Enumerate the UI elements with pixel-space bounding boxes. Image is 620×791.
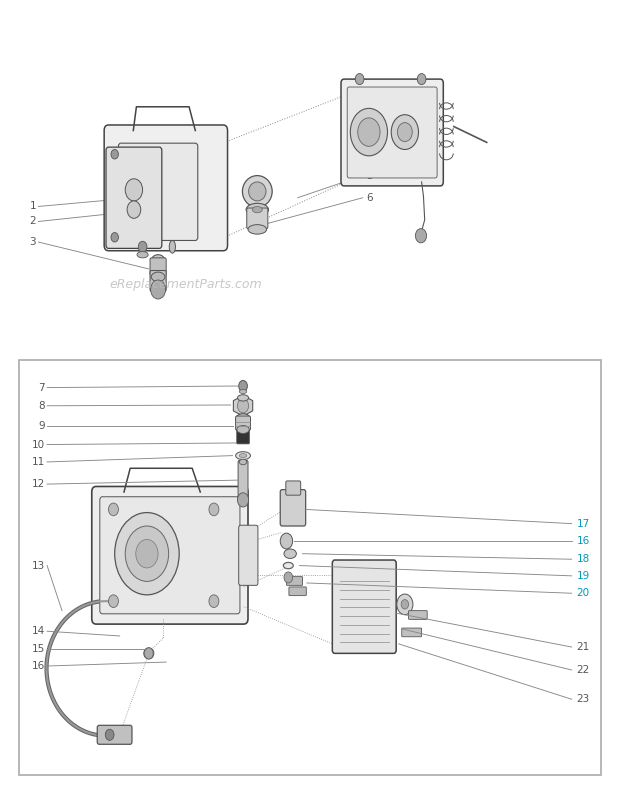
Circle shape bbox=[151, 280, 166, 299]
Circle shape bbox=[237, 493, 249, 507]
Text: 3: 3 bbox=[29, 237, 36, 247]
Text: 11: 11 bbox=[32, 457, 45, 467]
Text: 19: 19 bbox=[577, 571, 590, 581]
Circle shape bbox=[417, 74, 426, 85]
FancyBboxPatch shape bbox=[236, 416, 250, 430]
Text: 7: 7 bbox=[38, 383, 45, 392]
FancyBboxPatch shape bbox=[341, 79, 443, 186]
FancyBboxPatch shape bbox=[150, 258, 166, 275]
Ellipse shape bbox=[237, 426, 249, 433]
FancyBboxPatch shape bbox=[100, 497, 240, 614]
FancyBboxPatch shape bbox=[286, 577, 303, 585]
Text: 20: 20 bbox=[577, 589, 590, 598]
FancyBboxPatch shape bbox=[347, 87, 437, 178]
Text: 1: 1 bbox=[29, 202, 36, 211]
Text: 22: 22 bbox=[577, 665, 590, 675]
Ellipse shape bbox=[239, 389, 247, 394]
Ellipse shape bbox=[137, 252, 148, 258]
Text: 5: 5 bbox=[366, 171, 373, 180]
Ellipse shape bbox=[252, 206, 262, 213]
FancyBboxPatch shape bbox=[402, 628, 422, 637]
Text: 4: 4 bbox=[366, 152, 373, 161]
FancyBboxPatch shape bbox=[92, 486, 248, 624]
Text: 12: 12 bbox=[32, 479, 45, 489]
Ellipse shape bbox=[236, 452, 250, 460]
Circle shape bbox=[138, 241, 147, 252]
FancyBboxPatch shape bbox=[237, 430, 249, 444]
Circle shape bbox=[111, 233, 118, 242]
Text: 16: 16 bbox=[32, 661, 45, 671]
FancyBboxPatch shape bbox=[289, 587, 306, 596]
Circle shape bbox=[111, 149, 118, 159]
FancyBboxPatch shape bbox=[238, 460, 248, 501]
FancyBboxPatch shape bbox=[104, 125, 228, 251]
Ellipse shape bbox=[144, 648, 154, 659]
FancyBboxPatch shape bbox=[409, 611, 427, 619]
Ellipse shape bbox=[236, 414, 250, 425]
Text: 23: 23 bbox=[577, 694, 590, 704]
Circle shape bbox=[127, 201, 141, 218]
Circle shape bbox=[284, 572, 293, 583]
Ellipse shape bbox=[152, 255, 164, 264]
Ellipse shape bbox=[248, 225, 267, 234]
FancyBboxPatch shape bbox=[332, 560, 396, 653]
Bar bbox=[19, 360, 601, 775]
Ellipse shape bbox=[284, 549, 296, 558]
Text: 21: 21 bbox=[577, 642, 590, 652]
Circle shape bbox=[397, 594, 413, 615]
FancyBboxPatch shape bbox=[239, 525, 258, 585]
Circle shape bbox=[397, 123, 412, 142]
Text: 6: 6 bbox=[366, 193, 373, 202]
Ellipse shape bbox=[169, 240, 175, 253]
Circle shape bbox=[415, 229, 427, 243]
Text: 16: 16 bbox=[577, 536, 590, 546]
Text: 14: 14 bbox=[32, 626, 45, 636]
Circle shape bbox=[125, 526, 169, 581]
Text: eReplacementParts.com: eReplacementParts.com bbox=[110, 278, 262, 291]
Ellipse shape bbox=[283, 562, 293, 569]
FancyBboxPatch shape bbox=[286, 481, 301, 495]
Text: 8: 8 bbox=[38, 401, 45, 411]
Ellipse shape bbox=[249, 182, 266, 201]
Circle shape bbox=[355, 74, 364, 85]
Ellipse shape bbox=[239, 459, 247, 465]
Text: 15: 15 bbox=[32, 644, 45, 653]
Text: 2: 2 bbox=[29, 217, 36, 226]
Text: 17: 17 bbox=[577, 519, 590, 528]
FancyBboxPatch shape bbox=[247, 208, 268, 229]
Circle shape bbox=[108, 503, 118, 516]
Ellipse shape bbox=[151, 272, 165, 282]
Circle shape bbox=[108, 595, 118, 607]
Text: 18: 18 bbox=[577, 554, 590, 564]
Circle shape bbox=[209, 503, 219, 516]
Circle shape bbox=[144, 648, 153, 659]
Text: 9: 9 bbox=[38, 421, 45, 430]
Text: 13: 13 bbox=[32, 561, 45, 570]
Circle shape bbox=[115, 513, 179, 595]
Ellipse shape bbox=[239, 453, 247, 457]
FancyBboxPatch shape bbox=[150, 271, 166, 291]
Circle shape bbox=[237, 399, 249, 413]
FancyBboxPatch shape bbox=[118, 143, 198, 240]
Polygon shape bbox=[233, 396, 253, 416]
Text: 10: 10 bbox=[32, 440, 45, 449]
Circle shape bbox=[358, 118, 380, 146]
FancyBboxPatch shape bbox=[106, 147, 162, 248]
Circle shape bbox=[209, 595, 219, 607]
Circle shape bbox=[125, 179, 143, 201]
FancyBboxPatch shape bbox=[280, 490, 306, 526]
Circle shape bbox=[105, 729, 114, 740]
Circle shape bbox=[239, 380, 247, 392]
Ellipse shape bbox=[237, 395, 249, 401]
Circle shape bbox=[136, 539, 158, 568]
Circle shape bbox=[401, 600, 409, 609]
Circle shape bbox=[280, 533, 293, 549]
Ellipse shape bbox=[246, 203, 268, 216]
Circle shape bbox=[391, 115, 419, 149]
Ellipse shape bbox=[242, 176, 272, 207]
Circle shape bbox=[350, 108, 388, 156]
FancyBboxPatch shape bbox=[97, 725, 132, 744]
